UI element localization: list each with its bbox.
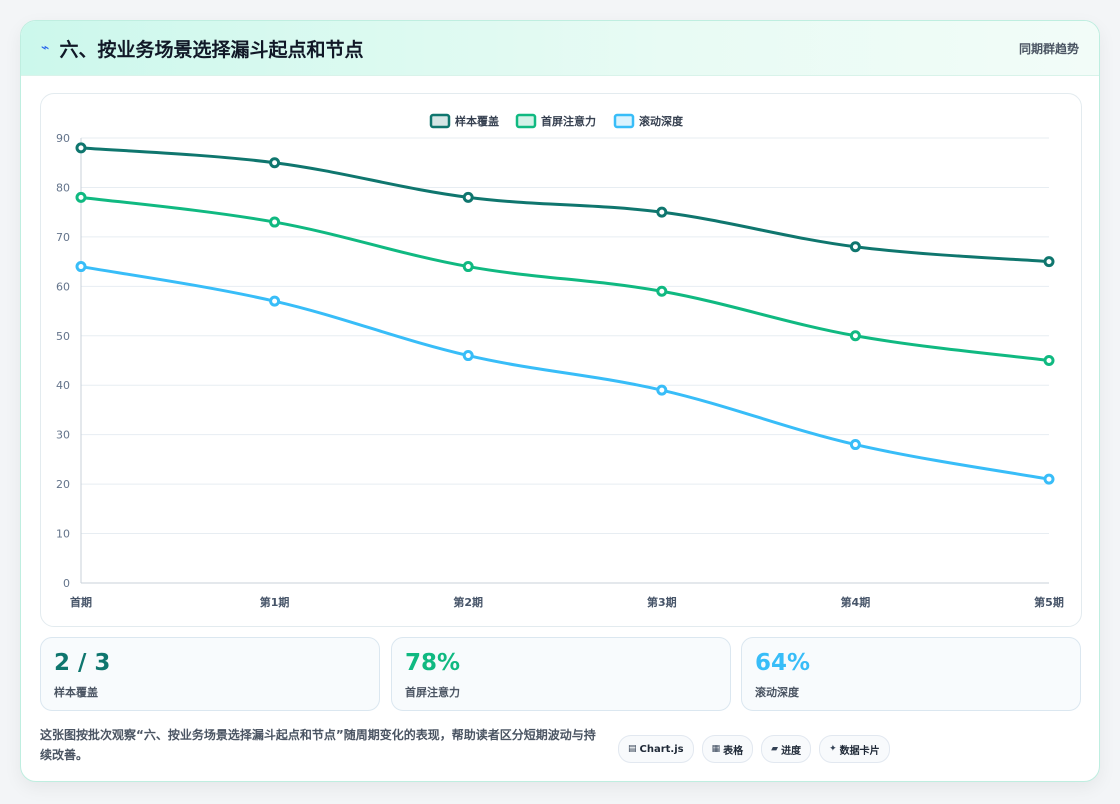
- x-tick-label: 第2期: [453, 595, 483, 609]
- chart-description: 这张图按批次观察“六、按业务场景选择漏斗起点和节点”随周期变化的表现，帮助读者区…: [40, 728, 596, 762]
- x-tick-label: 首期: [70, 595, 92, 609]
- stat-card-coverage: 2 / 3 样本覆盖: [40, 637, 380, 711]
- stat-card-scroll: 64% 滚动深度: [741, 637, 1081, 711]
- y-tick-label: 80: [56, 181, 70, 194]
- data-point: [462, 261, 474, 273]
- legend-swatch: [515, 113, 537, 129]
- x-tick-label: 第4期: [841, 595, 871, 609]
- stat-label: 样本覆盖: [54, 686, 98, 699]
- trend-label: 同期群趋势: [1018, 41, 1079, 56]
- legend-label: 样本覆盖: [455, 114, 499, 128]
- chip-label: 数据卡片: [839, 745, 880, 757]
- tag-chips: ▤ Chart.js ▦ 表格 ▰ 进度 ✦ 数据卡片: [618, 735, 890, 763]
- data-point: [269, 295, 281, 307]
- chart-card: ⌁ 六、按业务场景选择漏斗起点和节点 同期群趋势 0 10 20 30 40 50 60 70…: [20, 20, 1100, 782]
- stat-value: 2 / 3: [54, 650, 111, 676]
- card-footer: 这张图按批次观察“六、按业务场景选择漏斗起点和节点”随周期变化的表现，帮助读者区…: [40, 723, 1082, 771]
- series-line-3: [79, 265, 1051, 481]
- line-chart: 0 10 20 30 40 50 60 70 80 90 首期 第1期 第2期 第3期 第4期 第5期 样本覆盖…: [56, 113, 1064, 609]
- data-point: [462, 191, 474, 203]
- stat-label: 滚动深度: [755, 686, 799, 699]
- chip-label: Chart.js: [639, 743, 684, 755]
- data-point: [75, 191, 87, 203]
- data-point: [656, 206, 668, 218]
- page-title: 六、按业务场景选择漏斗起点和节点: [59, 38, 364, 61]
- stat-label: 首屏注意力: [405, 686, 460, 699]
- data-point: [1043, 473, 1055, 485]
- y-tick-label: 90: [56, 132, 70, 145]
- y-tick-label: 50: [56, 330, 70, 343]
- chip-chartjs[interactable]: ▤ Chart.js: [618, 735, 694, 763]
- data-point: [656, 384, 668, 396]
- data-point: [656, 285, 668, 297]
- stat-cards: 2 / 3 样本覆盖 78% 首屏注意力 64% 滚动深度: [40, 637, 1082, 711]
- chip-data-card[interactable]: ✦ 数据卡片: [819, 735, 890, 763]
- stat-value: 78%: [405, 650, 461, 676]
- y-tick-label: 60: [56, 280, 70, 293]
- chip-label: 进度: [781, 745, 802, 757]
- chip-progress[interactable]: ▰ 进度: [761, 735, 812, 763]
- data-point: [75, 261, 87, 273]
- y-tick-label: 70: [56, 231, 70, 244]
- progress-icon: ▰: [771, 744, 779, 754]
- y-tick-label: 10: [56, 528, 70, 541]
- x-tick-label: 第1期: [260, 595, 290, 609]
- x-tick-label: 第3期: [647, 595, 677, 609]
- card-header: ⌁ 六、按业务场景选择漏斗起点和节点 同期群趋势: [21, 21, 1099, 76]
- y-tick-label: 30: [56, 429, 70, 442]
- legend-swatch: [613, 113, 635, 129]
- legend-label: 滚动深度: [639, 114, 684, 128]
- x-tick-label: 第5期: [1034, 595, 1064, 609]
- data-point: [462, 350, 474, 362]
- legend-swatch: [429, 113, 451, 129]
- data-point: [269, 157, 281, 169]
- chip-table[interactable]: ▦ 表格: [701, 735, 754, 763]
- data-point: [1043, 256, 1055, 268]
- legend-label: 首屏注意力: [541, 114, 596, 128]
- stat-card-attention: 78% 首屏注意力: [391, 637, 731, 711]
- card-icon: ✦: [829, 744, 837, 754]
- data-point: [849, 241, 861, 253]
- flash-icon: ⌁: [41, 40, 50, 56]
- stat-value: 64%: [755, 650, 811, 676]
- series-line-2: [79, 195, 1051, 362]
- series-line-1: [79, 146, 1051, 264]
- y-tick-label: 0: [63, 577, 70, 590]
- data-point: [1043, 355, 1055, 366]
- line-chart-panel: 0 10 20 30 40 50 60 70 80 90 首期 第1期 第2期 第3期 第4期 第5期 样本覆盖…: [40, 93, 1082, 627]
- chip-label: 表格: [723, 745, 744, 757]
- data-point: [849, 439, 861, 451]
- y-tick-label: 20: [56, 478, 70, 491]
- table-icon: ▦: [711, 744, 721, 754]
- data-point: [849, 330, 861, 342]
- y-tick-label: 40: [56, 379, 70, 392]
- chart-icon: ▤: [628, 744, 637, 754]
- data-point: [269, 216, 281, 228]
- data-point: [75, 142, 87, 154]
